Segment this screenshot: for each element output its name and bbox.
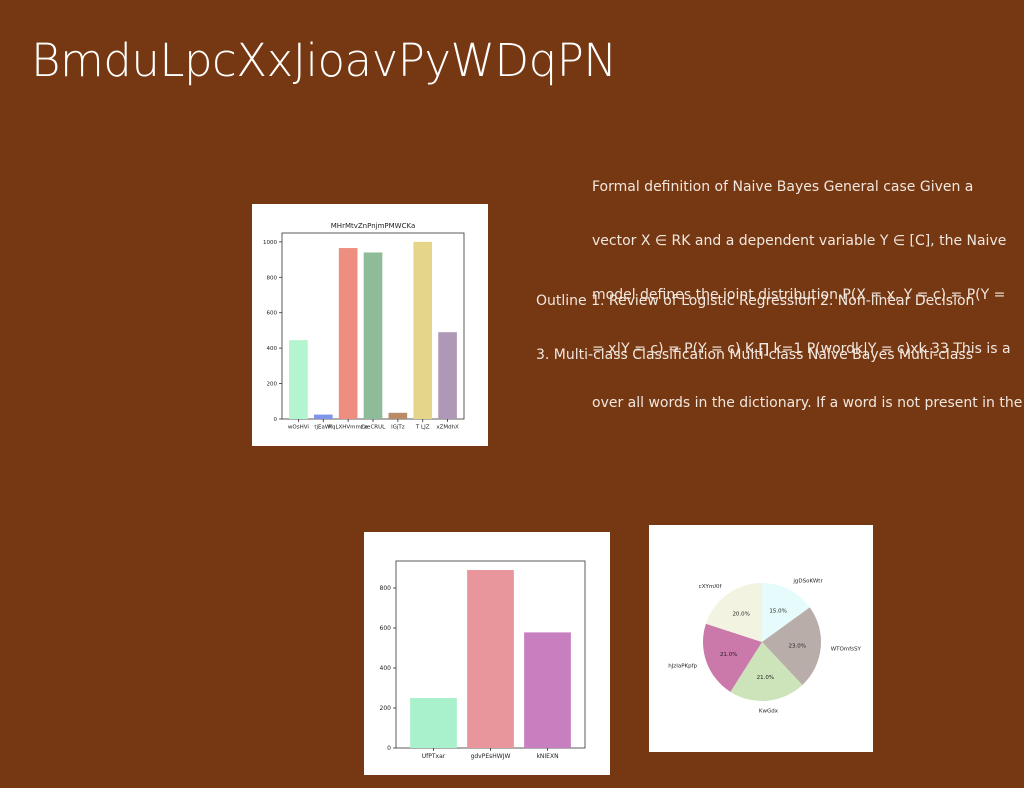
slice-label: cXYmXlf (699, 584, 723, 590)
text-line: = x|Y = c) = P(Y = c) K ∏ k=1 P(wordk|Y … (592, 341, 1011, 357)
chart-title: MHrMtvZnPnjmPMWCKa (331, 222, 415, 230)
x-tick-label: wOsHVi (288, 425, 309, 431)
slice-label: hJzIaPKpfp (668, 663, 697, 669)
x-tick-label: T LJZ (415, 425, 430, 431)
bar (388, 412, 408, 419)
y-tick-label: 600 (267, 311, 278, 317)
text-line: Outline 1. Review of Logistic Regression… (536, 293, 975, 309)
x-tick-label: xZMdhX (436, 425, 459, 431)
x-tick-label: zaeCRUL (361, 425, 386, 431)
pie-slice (703, 623, 762, 692)
slice-percent: 20.0% (732, 611, 749, 617)
slice-label: jgDSoKWtr (792, 578, 823, 584)
pie-slice (730, 642, 803, 701)
pie-chart: jgDSoKWtr 15.0% WTOmfsSY 23.0% KwGdx 21.0% hJz… (668, 578, 862, 715)
x-tick-label: gdvPEsHWJW (471, 753, 511, 760)
bar (438, 332, 457, 419)
slice-percent: 15.0% (769, 608, 786, 614)
slice-percent: 21.0% (720, 652, 737, 658)
x-tick-label: RqLXHVmmCe (328, 425, 369, 431)
bar (467, 570, 514, 748)
bar-chart-card-1: MHrMtvZnPnjmPMWCKa 0 200 400 600 800 1000 wOsHV… (252, 204, 488, 446)
slice-percent: 21.0% (757, 675, 774, 681)
text-line: Formal definition of Naive Bayes General… (592, 179, 974, 195)
naive-bayes-text: Formal definition of Naive Bayes General… (592, 142, 1024, 430)
y-tick-label: 200 (380, 705, 392, 712)
x-tick-label: lGjTz (391, 425, 405, 431)
y-tick-label: 600 (380, 625, 392, 632)
y-tick-label: 0 (274, 417, 278, 423)
text-line: model defines the joint distribution P(X… (592, 287, 1006, 303)
text-line: vector X ∈ RK and a dependent variable Y… (592, 233, 1007, 249)
pie-slice (762, 607, 821, 686)
pie-chart-card: jgDSoKWtr 15.0% WTOmfsSY 23.0% KwGdx 21.0% hJz… (649, 525, 873, 752)
x-tick-label: tjEaWf (314, 425, 333, 431)
bar (338, 248, 358, 419)
y-tick-label: 800 (267, 275, 278, 281)
bar (410, 698, 457, 748)
bar-chart-2: 0 200 400 600 800 UfPTxar gdvPEsHWJW kNIEXN (380, 560, 586, 760)
bar (413, 241, 433, 419)
bar-chart-1: MHrMtvZnPnjmPMWCKa 0 200 400 600 800 1000 wOsHV… (263, 222, 465, 431)
y-tick-label: 200 (267, 382, 278, 388)
y-tick-label: 400 (380, 665, 392, 672)
y-tick-label: 800 (380, 585, 392, 592)
bar (524, 632, 571, 748)
bar (289, 340, 308, 419)
pie-slice (705, 583, 762, 642)
text-line: over all words in the dictionary. If a w… (592, 395, 1023, 411)
y-tick-label: 0 (387, 745, 391, 752)
slide-title: BmduLpcXxJioavPyWDqPN (31, 34, 617, 87)
bar (313, 414, 333, 419)
slice-label: WTOmfsSY (831, 646, 862, 652)
text-line: 3. Multi-class Classification Multi-clas… (536, 347, 973, 363)
x-tick-label: UfPTxar (422, 753, 446, 760)
y-tick-label: 1000 (263, 240, 277, 246)
bar-chart-card-2: 0 200 400 600 800 UfPTxar gdvPEsHWJW kNIEXN (364, 532, 610, 775)
outline-text: Outline 1. Review of Logistic Regression… (536, 256, 974, 382)
y-tick-label: 400 (267, 346, 278, 352)
slice-percent: 23.0% (789, 643, 806, 649)
x-tick-label: kNIEXN (536, 753, 558, 760)
bar (363, 252, 383, 419)
slice-label: KwGdx (759, 709, 779, 715)
pie-slice (762, 583, 810, 642)
